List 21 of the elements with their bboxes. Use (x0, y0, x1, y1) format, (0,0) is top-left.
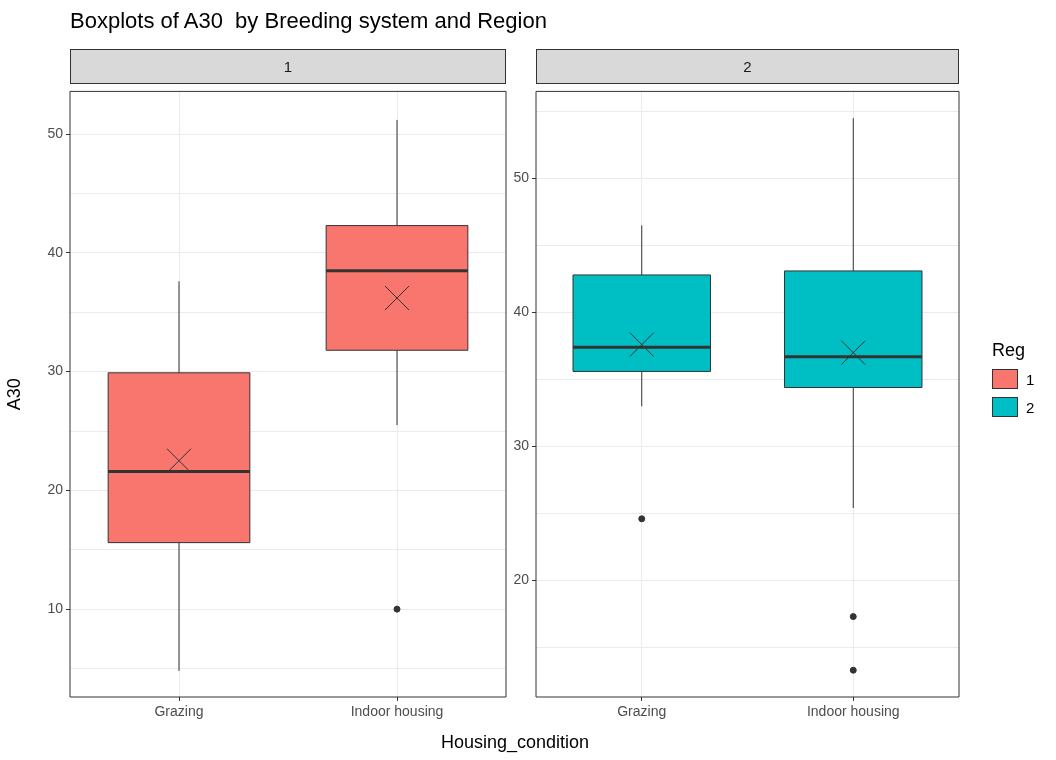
x-tick-label: Indoor housing (806, 703, 900, 720)
y-tick-label: 10 (47, 599, 64, 616)
x-tick-label: Indoor housing (350, 703, 444, 720)
chart-title: Boxplots of A30 by Breeding system and Region (70, 8, 547, 34)
x-axis-title: Housing_condition (439, 732, 591, 753)
y-tick-label: 50 (47, 125, 64, 142)
legend-label: 1 (1026, 370, 1035, 388)
y-tick-label: 30 (47, 362, 64, 379)
y-tick-label: 50 (513, 169, 530, 186)
y-tick-label: 20 (513, 571, 530, 588)
y-axis-title: A30 (3, 378, 24, 411)
legend-title: Reg (992, 340, 1027, 361)
y-tick-label: 40 (47, 243, 64, 260)
y-tick-label: 40 (513, 303, 530, 320)
chart-subtitle: 1 (70, 49, 506, 84)
x-tick-label: Grazing (154, 703, 204, 720)
y-tick-label: 20 (47, 481, 64, 498)
legend-label: 2 (1026, 398, 1035, 416)
x-tick-label: Grazing (617, 703, 667, 720)
chart-subtitle: 2 (536, 49, 959, 84)
y-tick-label: 30 (513, 437, 530, 454)
